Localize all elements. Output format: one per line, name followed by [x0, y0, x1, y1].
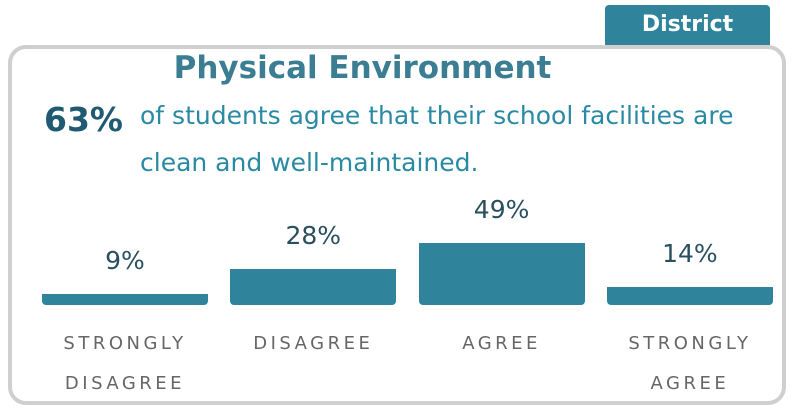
- category-label: DISAGREE: [253, 333, 374, 354]
- district-tab[interactable]: District: [605, 5, 770, 45]
- value-label: 28%: [285, 221, 342, 251]
- statement: of students agree that their school faci…: [140, 101, 734, 177]
- card: [8, 45, 786, 405]
- chart-title: Physical Environment: [173, 50, 552, 86]
- value-label: 9%: [105, 245, 145, 275]
- bar: [42, 293, 208, 305]
- category-label: STRONGLY AGREE: [628, 333, 752, 394]
- category-label: STRONGLY DISAGREE: [63, 333, 187, 394]
- highlight: 63%: [44, 100, 123, 139]
- bar: [606, 287, 773, 305]
- value-label: 49%: [473, 194, 530, 224]
- category-label: AGREE: [462, 333, 541, 354]
- bar: [230, 269, 397, 305]
- value-label: 14%: [662, 239, 718, 269]
- bar: [418, 242, 585, 305]
